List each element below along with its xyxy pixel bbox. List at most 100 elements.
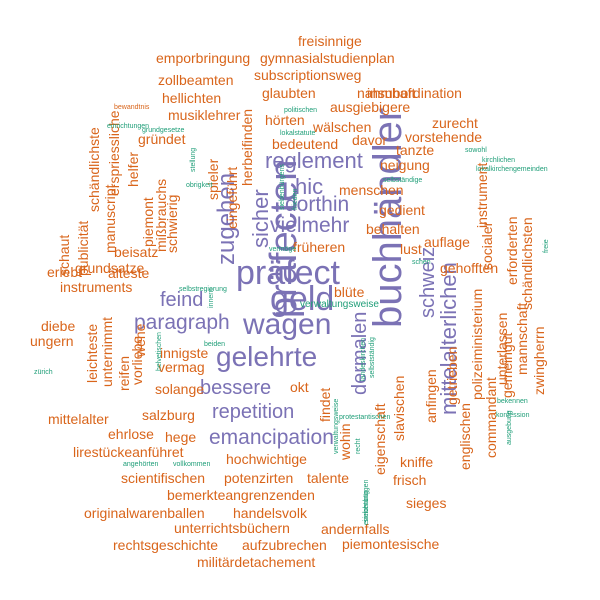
word-100: slavischen [391, 375, 407, 441]
word-132: beiden [204, 341, 226, 348]
word-114: bewandtnis [114, 104, 150, 111]
word-32: zurecht [432, 115, 478, 131]
word-130: selbstregierung [179, 286, 227, 293]
word-2: präfect [236, 254, 340, 292]
word-121: sowohl [465, 147, 487, 154]
word-112: socialer [479, 221, 495, 270]
word-107: gemeingut [499, 332, 515, 398]
word-49: grundsatze [75, 260, 145, 276]
word-128: schen [412, 259, 431, 266]
word-30: musiklehrer [168, 107, 241, 123]
word-18: schweiz [417, 246, 439, 318]
word-35: vorstehende [405, 129, 483, 145]
word-126: frieden [292, 188, 299, 210]
word-118: lokalstatute [280, 130, 316, 137]
word-127: vermöge [269, 246, 297, 253]
word-75: andernfalls [321, 521, 390, 537]
word-33: wälschen [313, 119, 372, 135]
word-136: landeskirchen [360, 337, 367, 381]
word-66: potenzirten [224, 470, 294, 486]
word-56: vermag [158, 359, 205, 375]
word-53: diebe [41, 318, 76, 334]
word-8: vielmehr [270, 214, 350, 237]
word-50: instruments [60, 279, 133, 295]
word-20: freisinnige [298, 33, 362, 49]
word-95: herbeifinden [239, 108, 255, 186]
word-115: einrichtungen [107, 123, 150, 130]
word-6: paragraph [134, 311, 230, 334]
word-86: publicität [75, 220, 91, 276]
word-122: kirchlichen [482, 157, 516, 164]
word-59: salzburg [142, 407, 195, 423]
word-70: frisch [393, 472, 427, 488]
word-28: hellichten [162, 90, 222, 106]
word-93: schwierig [164, 194, 180, 253]
word-96: eingeführt [224, 166, 240, 229]
word-48: beisatz [114, 244, 159, 260]
word-141: verwaltungsweise [333, 398, 340, 454]
word-12: bessere [200, 377, 272, 399]
word-45: auflage [424, 234, 470, 250]
word-57: solange [155, 381, 205, 397]
word-38: tanzte [396, 142, 435, 158]
word-84: wehe [132, 323, 148, 357]
word-142: ausgebung [506, 410, 513, 445]
word-61: ehrlose [108, 426, 154, 442]
word-117: politischen [284, 107, 318, 114]
word-138: konfession [496, 412, 530, 419]
word-89: schändlichste [86, 127, 102, 212]
word-73: sieges [406, 495, 447, 511]
word-94: spieler [205, 158, 221, 200]
word-65: scientifischen [121, 470, 206, 486]
word-74: unterrichtsbüchern [174, 520, 290, 536]
word-104: polizeiministerium [469, 288, 485, 400]
word-129: freie [543, 239, 550, 253]
word-16: sicher [248, 189, 273, 248]
word-69: bemerkteangrenzenden [167, 487, 315, 503]
word-42: behalten [366, 221, 420, 237]
word-125: siebenbürgens [279, 164, 286, 210]
word-29: ausgiebigere [330, 99, 411, 115]
word-134: zürich [34, 369, 53, 376]
word-101: anfingen [423, 369, 439, 423]
word-78: piemontesische [342, 536, 440, 552]
word-79: militärdetachement [197, 554, 316, 570]
word-14: emancipation [209, 426, 334, 449]
word-97: findet [317, 387, 333, 422]
word-76: rechtsgeschichte [113, 537, 219, 553]
word-5: gelehrte [216, 341, 318, 372]
word-67: talente [307, 470, 350, 486]
word-85: schaut [56, 234, 72, 276]
word-9: dorthin [285, 193, 350, 216]
word-36: davor [352, 132, 388, 148]
word-52: erlebt [47, 264, 83, 280]
word-24: zollbeamten [158, 72, 234, 88]
word-26: nahmhaft [357, 85, 416, 101]
word-133: helvetischen [156, 332, 163, 371]
word-119: stellung [190, 147, 197, 172]
word-77: aufzubrechen [242, 537, 327, 553]
word-123: lokalkirchengemeinden [476, 166, 548, 173]
word-137: bekennen [497, 398, 528, 405]
word-54: ungern [30, 333, 74, 349]
word-72: handelsvolk [233, 505, 307, 521]
word-108: mannschaft [514, 302, 530, 375]
word-62: hege [165, 429, 197, 445]
word-120: obrigkeit [186, 182, 213, 189]
word-111: erforderten [504, 216, 520, 285]
word-55: innigste [160, 345, 209, 361]
word-27: insubordination [367, 85, 462, 101]
word-4: wagen [243, 308, 332, 341]
word-60: mittelalter [48, 411, 109, 427]
word-143: angehörten [123, 461, 159, 468]
word-135: selbstständig [369, 337, 376, 378]
word-140: recht [355, 438, 362, 454]
word-21: gymnasialstudienplan [260, 50, 395, 66]
word-43: früheren [293, 239, 346, 255]
word-131: innern [208, 288, 215, 308]
word-22: emporbringung [156, 50, 251, 66]
word-139: protestantischen [339, 414, 391, 421]
word-58: okt [290, 379, 309, 395]
word-39: neigung [380, 157, 430, 173]
